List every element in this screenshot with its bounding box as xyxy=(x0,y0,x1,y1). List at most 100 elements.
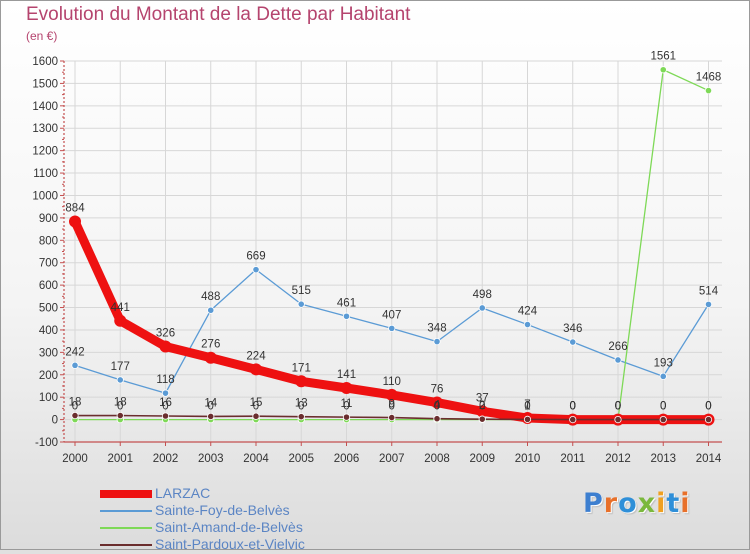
data-label-3: 0 xyxy=(705,401,711,413)
data-point-0 xyxy=(385,388,398,401)
logo-letter: P xyxy=(583,488,604,519)
data-point-3 xyxy=(614,415,622,424)
legend-swatch-saint-amand xyxy=(100,527,152,529)
data-label-0: 171 xyxy=(292,362,311,374)
data-point-1 xyxy=(297,300,305,308)
data-point-3 xyxy=(297,413,305,421)
chart-title: Evolution du Montant de la Dette par Hab… xyxy=(26,4,411,25)
y-tick-label: -100 xyxy=(35,437,58,449)
chart-subtitle: (en €) xyxy=(26,29,58,43)
data-point-1 xyxy=(523,320,532,329)
data-label-0: 37 xyxy=(476,392,489,404)
data-point-1 xyxy=(433,337,441,346)
y-tick-label: 1500 xyxy=(32,78,58,90)
x-tick-label: 2005 xyxy=(288,453,314,465)
y-tick-label: 300 xyxy=(39,347,58,359)
logo-letter: r xyxy=(603,488,619,519)
data-label-2: 0 xyxy=(389,401,395,413)
data-point-0 xyxy=(476,405,489,418)
data-label-2: 0 xyxy=(208,401,214,413)
data-label-0: 110 xyxy=(383,376,401,388)
y-tick-label: 1200 xyxy=(32,146,58,158)
data-point-0 xyxy=(250,363,262,376)
data-point-1 xyxy=(388,324,396,332)
data-point-1 xyxy=(252,266,260,274)
data-point-1 xyxy=(478,304,486,312)
y-tick-label: 500 xyxy=(39,303,58,315)
data-label-0: 0 xyxy=(705,401,711,413)
data-label-2: 0 xyxy=(524,401,530,413)
x-tick-label: 2003 xyxy=(198,453,224,465)
x-tick-label: 2012 xyxy=(605,453,631,465)
data-label-2: 0 xyxy=(162,401,168,413)
data-point-3 xyxy=(116,411,124,420)
data-label-1: 514 xyxy=(699,285,719,297)
data-label-3: 14 xyxy=(204,397,217,409)
logo-letter: i xyxy=(656,488,667,519)
legend-label-larzac: LARZAC xyxy=(155,485,211,501)
legend-swatch-larzac xyxy=(100,490,152,498)
logo-letter: i xyxy=(680,488,691,519)
data-label-2: 0 xyxy=(615,401,621,413)
data-label-2: 0 xyxy=(298,401,304,413)
data-label-1: 424 xyxy=(518,306,538,318)
x-tick-label: 2000 xyxy=(62,453,88,465)
data-label-3: 4 xyxy=(434,400,441,412)
data-label-1: 407 xyxy=(382,309,401,321)
data-label-0: 76 xyxy=(431,384,444,396)
data-point-2 xyxy=(659,66,667,74)
x-tick-label: 2002 xyxy=(153,453,179,465)
data-label-1: 242 xyxy=(65,346,84,358)
legend-swatch-sainte-foy xyxy=(100,510,152,512)
y-tick-label: 400 xyxy=(39,325,58,337)
x-tick-label: 2013 xyxy=(650,453,676,465)
legend-swatch-saint-pardoux xyxy=(100,544,152,546)
data-point-3 xyxy=(523,415,532,423)
data-label-0: 326 xyxy=(156,328,175,340)
data-point-1 xyxy=(116,376,124,384)
data-label-3: 18 xyxy=(69,397,82,409)
x-tick-label: 2007 xyxy=(379,453,405,465)
data-label-1: 118 xyxy=(156,374,174,386)
data-point-3 xyxy=(342,413,351,421)
data-label-1: 515 xyxy=(292,285,311,297)
x-tick-label: 2010 xyxy=(515,453,541,465)
data-label-3: 0 xyxy=(615,401,621,413)
data-label-3: 16 xyxy=(159,397,172,409)
y-tick-label: 700 xyxy=(39,258,58,270)
logo-letter: t xyxy=(666,488,681,519)
legend-item-sainte-foy: Sainte-Foy-de-Belvès xyxy=(100,502,420,520)
data-label-2: 0 xyxy=(343,401,349,413)
data-point-3 xyxy=(433,415,441,423)
data-point-1 xyxy=(704,300,713,308)
data-point-2 xyxy=(704,86,713,95)
data-point-3 xyxy=(71,411,79,420)
data-label-2: 0 xyxy=(434,401,440,413)
data-label-2: 0 xyxy=(253,401,259,413)
data-label-0: 7 xyxy=(524,399,530,411)
data-point-1 xyxy=(342,312,351,320)
data-label-3: 0 xyxy=(570,401,576,413)
data-point-0 xyxy=(340,381,353,394)
y-tick-label: 0 xyxy=(52,415,58,427)
data-label-2: 1468 xyxy=(696,72,722,84)
data-label-3: 11 xyxy=(341,398,353,410)
data-point-3 xyxy=(569,415,577,424)
data-label-3: 18 xyxy=(114,397,127,409)
y-tick-label: 800 xyxy=(39,235,58,247)
y-tick-label: 1300 xyxy=(32,123,58,135)
data-point-3 xyxy=(478,415,486,423)
data-point-3 xyxy=(659,415,667,424)
y-tick-label: 1600 xyxy=(32,56,58,68)
legend-label-sainte-foy: Sainte-Foy-de-Belvès xyxy=(155,502,290,518)
data-label-0: 141 xyxy=(337,369,356,381)
data-label-0: 276 xyxy=(201,339,220,351)
data-point-3 xyxy=(388,413,396,422)
x-tick-label: 2014 xyxy=(696,453,722,465)
legend: LARZAC Sainte-Foy-de-Belvès Saint-Amand-… xyxy=(100,485,420,554)
legend-label-saint-amand: Saint-Amand-de-Belvès xyxy=(155,519,303,535)
data-point-1 xyxy=(659,372,667,380)
data-point-0 xyxy=(69,215,81,228)
data-label-2: 0 xyxy=(117,401,123,413)
